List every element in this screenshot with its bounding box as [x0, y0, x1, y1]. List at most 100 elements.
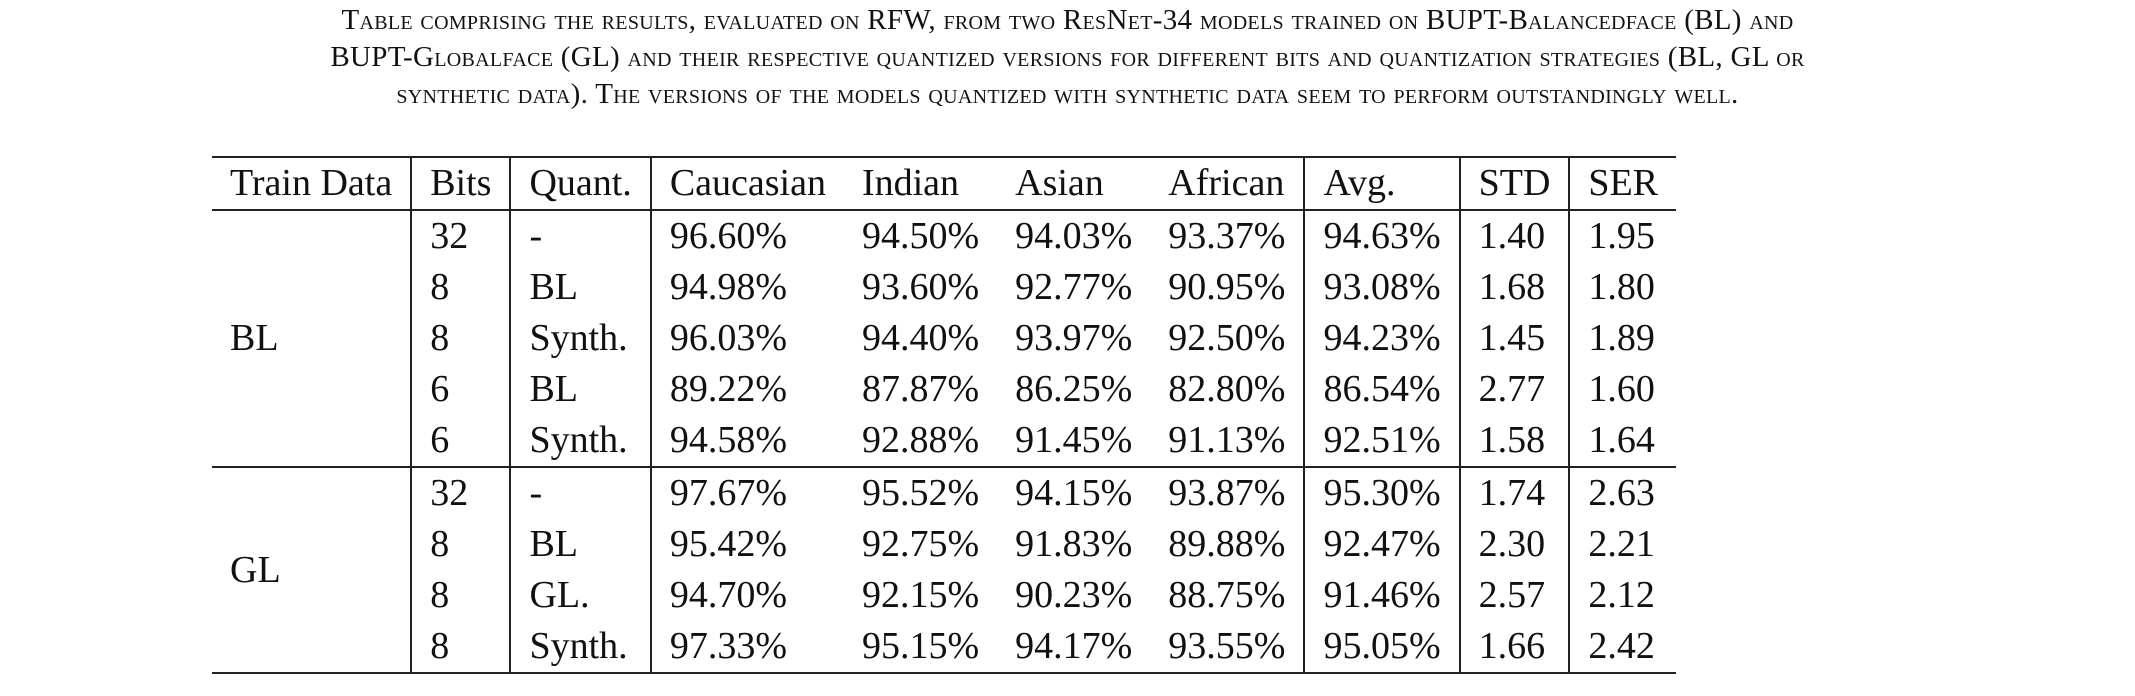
- quant-cell: -: [510, 466, 652, 519]
- quant-cell: Synth.: [510, 415, 652, 467]
- col-header-caucasian: Caucasian: [650, 157, 844, 211]
- table-row: 8 BL 95.42% 92.75% 91.83% 89.88% 92.47% 2.30 2.2…: [212, 519, 1676, 570]
- ser-cell: 2.21: [1588, 523, 1655, 565]
- avg-cell: 86.54%: [1304, 364, 1461, 415]
- ser-cell: 2.63: [1569, 466, 1677, 519]
- col-header-asian: Asian: [997, 157, 1151, 211]
- avg-cell: 94.23%: [1304, 313, 1461, 364]
- quant-cell: BL: [510, 364, 652, 415]
- group-gl: GL 32-97.67% 95.52% 94.15% 93.87% 95.30% 1.74 2…: [212, 466, 1677, 673]
- african-cell: 92.50%: [1150, 313, 1306, 364]
- caucasian-cell: 89.22%: [669, 368, 787, 410]
- african-cell: 89.88%: [1150, 519, 1306, 570]
- train-data-cell: GL: [212, 466, 413, 673]
- african-cell: 82.80%: [1150, 364, 1306, 415]
- col-header-bits: Bits: [411, 157, 512, 211]
- caption-line-3: synthetic data). The versions of the mod…: [396, 78, 1739, 110]
- ser-cell: 1.80: [1588, 266, 1655, 308]
- ser-cell: 1.89: [1588, 317, 1655, 359]
- indian-cell: 94.50%: [861, 215, 980, 257]
- avg-cell: 95.30%: [1304, 466, 1461, 519]
- bits-cell: 32: [411, 466, 512, 519]
- asian-cell: 93.97%: [1015, 317, 1133, 359]
- table-row: 8 BL 94.98% 93.60% 92.77% 90.95% 93.08% 1.68 1.8…: [212, 262, 1676, 313]
- table-row: 6 Synth. 94.58% 92.88% 91.45% 91.13% 92.51% 1.5…: [212, 415, 1676, 467]
- quant-cell: Synth.: [510, 313, 652, 364]
- caucasian-cell: 97.33%: [669, 625, 787, 667]
- ser-cell: 1.60: [1588, 368, 1655, 410]
- african-cell: 93.55%: [1150, 621, 1306, 673]
- asian-cell: 92.77%: [1015, 266, 1133, 308]
- col-header-african: African: [1150, 157, 1306, 211]
- asian-cell: 94.17%: [1015, 625, 1133, 667]
- train-data-cell: BL: [212, 210, 413, 467]
- quant-cell: -: [510, 210, 652, 262]
- quant-cell: BL: [510, 519, 652, 570]
- indian-cell: 93.60%: [861, 266, 980, 308]
- caption-line-2: BUPT-Globalface (GL) and their respectiv…: [330, 41, 1805, 73]
- african-cell: 88.75%: [1150, 570, 1306, 621]
- table-caption: Table comprising the results, evaluated …: [20, 2, 2115, 113]
- std-cell: 1.68: [1459, 262, 1571, 313]
- avg-cell: 92.47%: [1304, 519, 1461, 570]
- bits-cell: 6: [411, 415, 512, 467]
- ser-cell: 2.12: [1588, 574, 1655, 616]
- col-header-std: STD: [1459, 157, 1571, 211]
- asian-cell: 91.45%: [1015, 419, 1133, 461]
- indian-cell: 95.52%: [843, 466, 998, 519]
- table-row: 8 Synth. 97.33% 95.15% 94.17% 93.55% 95.05% 1.6…: [212, 621, 1676, 673]
- avg-cell: 94.63%: [1304, 210, 1461, 262]
- std-cell: 1.66: [1459, 621, 1571, 673]
- quant-cell: Synth.: [510, 621, 652, 673]
- caucasian-cell: 94.98%: [669, 266, 787, 308]
- header-row: Train Data Bits Quant. Caucasian Indian …: [212, 157, 1677, 211]
- table-row: 8 GL. 94.70% 92.15% 90.23% 88.75% 91.46% 2.57 2.…: [212, 570, 1676, 621]
- ser-cell: 1.95: [1588, 215, 1655, 257]
- std-cell: 1.45: [1459, 313, 1571, 364]
- indian-cell: 87.87%: [861, 368, 980, 410]
- caucasian-cell: 97.67%: [650, 466, 844, 519]
- african-cell: 90.95%: [1150, 262, 1306, 313]
- indian-cell: 92.75%: [861, 523, 980, 565]
- std-cell: 1.40: [1459, 210, 1571, 262]
- std-cell: 1.58: [1459, 415, 1571, 467]
- caucasian-cell: 94.58%: [669, 419, 787, 461]
- bits-cell: 8: [411, 519, 512, 570]
- avg-cell: 95.05%: [1304, 621, 1461, 673]
- col-header-ser: SER: [1569, 157, 1677, 211]
- table-row: 6 BL 89.22% 87.87% 86.25% 82.80% 86.54% 2.77 1.6…: [212, 364, 1676, 415]
- asian-cell: 94.03%: [1015, 215, 1133, 257]
- african-cell: 93.37%: [1150, 210, 1306, 262]
- african-cell: 93.87%: [1150, 466, 1306, 519]
- asian-cell: 90.23%: [1015, 574, 1133, 616]
- asian-cell: 94.15%: [997, 466, 1151, 519]
- caucasian-cell: 95.42%: [669, 523, 787, 565]
- caption-line-1: Table comprising the results, evaluated …: [341, 4, 1794, 36]
- caucasian-cell: 96.60%: [669, 215, 787, 257]
- results-table: Train Data Bits Quant. Caucasian Indian …: [212, 156, 1677, 674]
- bits-cell: 32: [411, 210, 512, 262]
- table-row: GL 32-97.67% 95.52% 94.15% 93.87% 95.30% 1.74 2…: [212, 466, 1677, 673]
- col-header-quant: Quant.: [510, 157, 652, 211]
- bits-cell: 8: [411, 262, 512, 313]
- indian-cell: 95.15%: [861, 625, 980, 667]
- ser-cell: 2.42: [1588, 625, 1655, 667]
- bits-cell: 8: [411, 621, 512, 673]
- indian-cell: 92.88%: [861, 419, 980, 461]
- african-cell: 91.13%: [1150, 415, 1306, 467]
- col-header-train-data: Train Data: [212, 157, 413, 211]
- avg-cell: 91.46%: [1304, 570, 1461, 621]
- group-bl: BL 32-96.60% 94.50% 94.03% 93.37% 94.63% 1.40 1…: [212, 210, 1676, 467]
- std-cell: 2.77: [1459, 364, 1571, 415]
- std-cell: 2.30: [1459, 519, 1571, 570]
- asian-cell: 91.83%: [1015, 523, 1133, 565]
- caucasian-cell: 94.70%: [669, 574, 787, 616]
- quant-cell: BL: [510, 262, 652, 313]
- col-header-avg: Avg.: [1304, 157, 1461, 211]
- avg-cell: 92.51%: [1304, 415, 1461, 467]
- col-header-indian: Indian: [843, 157, 998, 211]
- caucasian-cell: 96.03%: [669, 317, 787, 359]
- table-row: 8 Synth. 96.03% 94.40% 93.97% 92.50% 94.23% 1.4…: [212, 313, 1676, 364]
- bits-cell: 6: [411, 364, 512, 415]
- avg-cell: 93.08%: [1304, 262, 1461, 313]
